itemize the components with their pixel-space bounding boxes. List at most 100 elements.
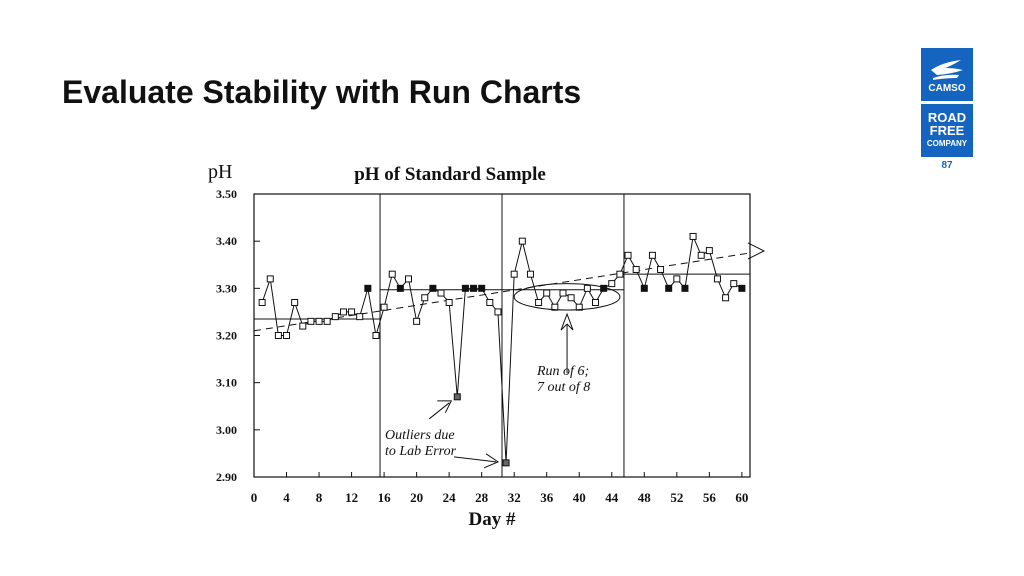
run-ellipse xyxy=(513,283,621,311)
x-tick-label: 28 xyxy=(475,490,489,505)
camso-logo-text: CAMSO xyxy=(928,83,966,94)
y-tick-label: 2.90 xyxy=(216,470,237,484)
ph-data-point xyxy=(494,308,502,316)
ph-data-point xyxy=(624,251,632,259)
y-tick-label: 3.20 xyxy=(216,329,237,343)
ph-data-point xyxy=(616,270,624,278)
outlier-annotation-line1: Outliers due xyxy=(385,428,455,443)
ph-data-point xyxy=(429,284,437,292)
ph-data-point xyxy=(413,317,421,325)
x-tick-label: 52 xyxy=(670,490,683,505)
ph-data-point xyxy=(697,251,705,259)
ph-data-point xyxy=(299,322,307,330)
ph-data-point xyxy=(592,298,600,306)
ph-data-point xyxy=(388,270,396,278)
ph-data-point xyxy=(738,284,746,292)
ph-data-point xyxy=(632,265,640,273)
ph-data-point xyxy=(730,280,738,288)
y-tick-label: 3.50 xyxy=(216,187,237,201)
ph-data-point xyxy=(266,275,274,283)
y-tick-label: 3.40 xyxy=(216,234,237,248)
x-axis-label: Day # xyxy=(469,509,516,530)
free-logo-line: FREE xyxy=(929,123,965,138)
slide-title: Evaluate Stability with Run Charts xyxy=(62,74,582,110)
outlier-arrowhead xyxy=(483,453,500,469)
x-tick-label: 0 xyxy=(251,490,258,505)
outlier-arrowhead xyxy=(437,400,453,414)
x-tick-label: 44 xyxy=(605,490,619,505)
y-tick-label: 3.10 xyxy=(216,376,237,390)
x-tick-label: 60 xyxy=(735,490,748,505)
plot-layer: 2.90 3.00 3.10 3.20 3.30 3.40 3.50 0 4 8 12 16 20 24 2… xyxy=(216,187,766,505)
ph-data-point xyxy=(404,275,412,283)
ph-data-point xyxy=(339,308,347,316)
x-tick-label: 40 xyxy=(573,490,586,505)
x-tick-label: 12 xyxy=(345,490,358,505)
ph-data-point xyxy=(535,298,543,306)
ph-data-point xyxy=(470,284,478,292)
ph-data-point xyxy=(640,284,648,292)
ph-data-point xyxy=(307,317,315,325)
camso-logo: CAMSO xyxy=(921,48,973,101)
ph-data-point xyxy=(372,332,380,339)
ph-data-point xyxy=(274,332,282,339)
ph-data-point xyxy=(323,317,331,325)
ph-data-point xyxy=(543,289,551,297)
road-logo-line: ROAD xyxy=(927,110,967,125)
run-annotation-line1: Run of 6; xyxy=(536,364,589,379)
ph-data-point xyxy=(478,284,486,292)
ph-data-point xyxy=(681,284,689,292)
outlier-arrow-shaft xyxy=(428,402,450,420)
x-tick-label: 24 xyxy=(443,490,457,505)
ph-data-point xyxy=(421,294,429,302)
ph-run-chart: pH pH of Standard Sample Day # 2.90 3.00 3… xyxy=(208,161,766,530)
x-tick-label: 36 xyxy=(540,490,554,505)
y-tick-label: 3.00 xyxy=(216,423,237,437)
camso-bird-icon xyxy=(931,60,963,80)
ph-data-point xyxy=(356,313,364,321)
ph-data-point xyxy=(673,275,681,283)
ph-data-point xyxy=(583,284,591,292)
ph-data-point xyxy=(364,284,372,292)
ph-data-point xyxy=(518,237,526,245)
x-tick-label: 32 xyxy=(508,490,521,505)
ph-data-point xyxy=(608,280,616,288)
ph-data-point xyxy=(445,298,453,306)
ph-data-point xyxy=(665,284,673,292)
ph-data-point xyxy=(331,313,339,321)
outlier-annotation-line2: to Lab Error xyxy=(385,444,457,459)
ph-data-point xyxy=(396,284,404,292)
ph-data-point xyxy=(380,303,388,311)
x-tick-label: 4 xyxy=(283,490,290,505)
ph-data-point xyxy=(705,247,713,255)
ph-data-point xyxy=(502,459,510,467)
ph-data-point xyxy=(559,289,567,297)
ph-data-point xyxy=(348,308,356,316)
ph-data-point xyxy=(657,265,665,273)
ph-data-point xyxy=(722,294,730,302)
ph-data-point xyxy=(291,298,299,306)
ph-data-point xyxy=(453,393,461,401)
ph-data-point xyxy=(437,289,445,297)
y-tick-label: 3.30 xyxy=(216,281,237,295)
company-logo-line: COMPANY xyxy=(926,139,968,148)
road-free-company-logo: ROAD FREE COMPANY xyxy=(921,104,973,157)
x-tick-label: 20 xyxy=(410,490,423,505)
ph-data-point xyxy=(510,270,518,278)
ph-data-point xyxy=(526,270,534,278)
ph-data-point xyxy=(648,251,656,259)
x-tick-label: 16 xyxy=(378,490,392,505)
trend-arrowhead xyxy=(747,242,766,260)
chart-title: pH of Standard Sample xyxy=(354,164,546,185)
y-axis-label: pH xyxy=(208,161,232,183)
ph-data-point xyxy=(486,298,494,306)
ph-data-point xyxy=(258,298,266,306)
x-tick-label: 56 xyxy=(703,490,717,505)
ph-data-point xyxy=(689,232,697,240)
ph-data-point xyxy=(283,332,291,339)
run-annotation-line2: 7 out of 8 xyxy=(537,380,590,395)
ph-data-point xyxy=(461,284,469,292)
run-arrowhead xyxy=(560,312,574,331)
page-number: 87 xyxy=(941,160,953,171)
x-tick-label: 8 xyxy=(316,490,323,505)
